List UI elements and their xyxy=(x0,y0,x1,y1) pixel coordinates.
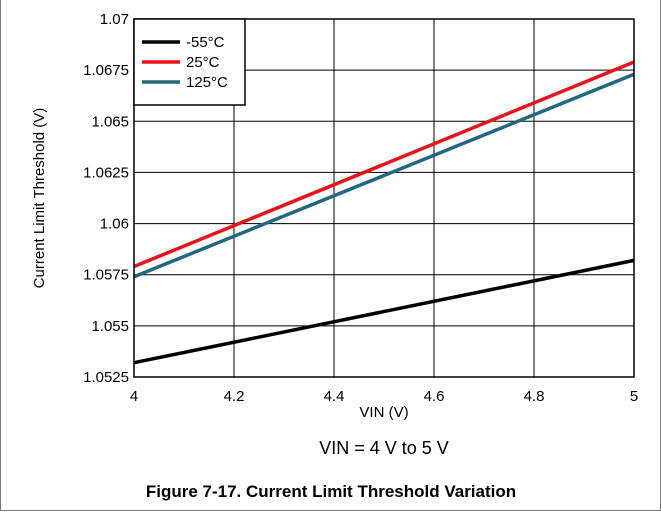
x-tick-label-1: 4.2 xyxy=(224,388,245,405)
series-line-1 xyxy=(133,258,635,365)
x-tick-label-0: 4 xyxy=(130,388,138,405)
x-tick-label-5: 5 xyxy=(630,388,638,405)
legend-label-2: 25°C xyxy=(186,54,220,71)
legend: -55°C 25°C 125°C xyxy=(133,18,246,106)
y-tick-label-2: 1.0575 xyxy=(83,267,129,284)
y-tick-label-6: 1.0675 xyxy=(83,62,129,79)
x-tick-label-3: 4.6 xyxy=(424,388,445,405)
x-axis-label: VIN (V) xyxy=(359,404,408,421)
condition-annotation: VIN = 4 V to 5 V xyxy=(319,438,449,458)
y-tick-label-4: 1.0625 xyxy=(83,164,129,181)
y-tick-label-3: 1.06 xyxy=(100,216,129,233)
x-axis-ticks: 4 4.2 4.4 4.6 4.8 5 xyxy=(130,388,638,405)
y-axis-label: Current Limit Threshold (V) xyxy=(31,108,48,289)
series-lines xyxy=(133,60,635,365)
y-axis-ticks: 1.0525 1.055 1.0575 1.06 1.0625 1.065 1.0675 1.… xyxy=(83,11,129,386)
figure-caption: Figure 7-17. Current Limit Threshold Var… xyxy=(146,482,516,501)
y-tick-label-0: 1.0525 xyxy=(83,369,129,386)
series-line-2 xyxy=(133,60,635,269)
y-tick-label-1: 1.055 xyxy=(91,318,129,335)
legend-label-3: 125°C xyxy=(186,74,228,91)
x-tick-label-2: 4.4 xyxy=(324,388,345,405)
series-line-3 xyxy=(133,72,635,279)
plot-border xyxy=(133,18,635,378)
x-tick-label-4: 4.8 xyxy=(524,388,545,405)
y-tick-label-5: 1.065 xyxy=(91,113,129,130)
legend-label-1: -55°C xyxy=(186,34,225,51)
y-tick-label-7: 1.07 xyxy=(100,11,129,28)
